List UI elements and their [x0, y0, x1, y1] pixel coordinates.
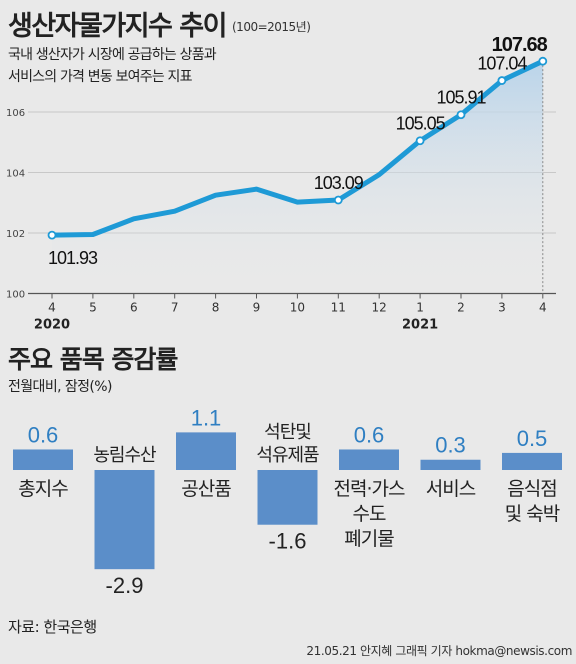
category-label: 폐기물: [344, 528, 394, 550]
section-title: 주요 품목 증감률: [8, 345, 178, 374]
data-point: [497, 76, 507, 85]
bar: [94, 470, 155, 570]
data-point: [456, 110, 466, 120]
bar: [339, 449, 399, 470]
x-tick-label: 3: [498, 301, 506, 315]
bar: [176, 432, 236, 470]
description-line-2: 서비스의 가격 변동 보여주는 지표: [8, 69, 193, 85]
year-label: 2020: [34, 318, 70, 333]
category-label: 음식점: [507, 478, 556, 500]
point-value-label: 107.68: [492, 34, 548, 56]
x-tick-label: 8: [212, 301, 220, 315]
area-fill: [52, 61, 543, 294]
x-tick-label: 12: [372, 301, 387, 315]
category-label: 공산품: [181, 478, 231, 500]
category-label: 석유제품: [256, 445, 319, 466]
bar: [257, 470, 318, 525]
bar-value-label: 0.5: [517, 426, 548, 451]
bar-value-label: 1.1: [191, 405, 222, 430]
point-value-label: 103.09: [314, 173, 364, 193]
bar-value-label: 0.6: [354, 422, 385, 447]
bar: [13, 449, 73, 470]
category-label: 총지수: [18, 478, 68, 500]
bar: [502, 452, 562, 470]
x-tick-label: 5: [89, 301, 97, 315]
x-tick-label: 7: [171, 301, 179, 315]
x-tick-label: 11: [331, 301, 346, 315]
year-label: 2021: [402, 318, 438, 333]
description-line-1: 국내 생산자가 시장에 공급하는 상품과: [8, 47, 217, 63]
bar-value-label: 0.3: [435, 433, 466, 458]
data-point: [47, 230, 57, 240]
category-label: 및 숙박: [505, 503, 560, 525]
source-note: 자료: 한국은행: [8, 618, 97, 636]
bar-value-label: -1.6: [269, 529, 307, 554]
x-tick-label: 6: [130, 301, 138, 315]
unit-note: 전월대비, 잠정(%): [8, 379, 112, 395]
x-tick-label: 2: [457, 301, 465, 315]
chart-description: 국내 생산자가 시장에 공급하는 상품과 서비스의 가격 변동 보여주는 지표: [8, 44, 217, 88]
y-tick-label: 106: [6, 108, 25, 119]
data-point: [333, 195, 343, 205]
x-tick-label: 4: [48, 301, 56, 315]
x-tick-label: 9: [253, 301, 261, 315]
x-tick-label: 4: [539, 301, 547, 315]
bar-value-label: 0.6: [28, 422, 59, 447]
x-tick-label: 10: [290, 301, 305, 315]
point-value-label: 101.93: [48, 248, 98, 268]
data-point: [538, 56, 548, 66]
credit-line: 21.05.21 안지혜 그래픽 기자 hokma@newsis.com: [306, 644, 572, 658]
data-point: [415, 136, 425, 146]
bar: [420, 459, 481, 470]
point-value-label: 105.91: [436, 88, 486, 108]
bar-value-label: -2.9: [106, 573, 144, 598]
category-label: 농림수산: [93, 445, 156, 466]
y-tick-label: 102: [6, 229, 25, 240]
x-tick-label: 1: [416, 301, 424, 315]
y-tick-label: 100: [6, 290, 25, 301]
chart-title: 생산자물가지수 추이: [8, 11, 227, 42]
category-label: 수도: [353, 503, 386, 525]
y-tick-label: 104: [6, 169, 25, 180]
category-label: 석탄및: [264, 422, 311, 443]
category-label: 서비스: [426, 478, 476, 500]
point-value-label: 105.05: [396, 114, 446, 134]
point-value-label: 107.04: [477, 54, 527, 74]
category-label: 전력·가스: [334, 478, 405, 500]
index-base-note: (100=2015년): [232, 20, 311, 34]
